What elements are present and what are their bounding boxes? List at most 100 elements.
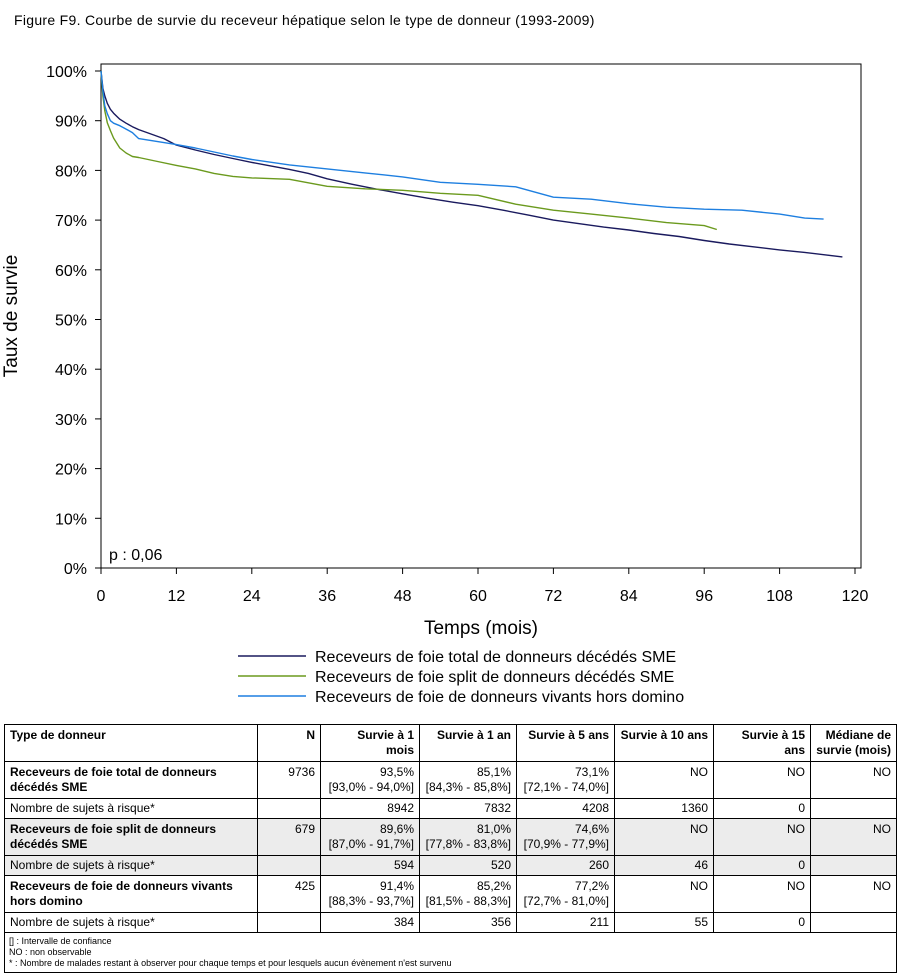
at-risk-1-month: 8942 xyxy=(320,798,420,819)
at-risk-label: Nombre de sujets à risque* xyxy=(4,855,258,876)
empty-cell xyxy=(257,912,321,933)
y-axis: 0% 10% 20% 30% 40% 50% 60% 70% 80% 90% 100% xyxy=(46,64,101,578)
header-1-year: Survie à 1 an xyxy=(419,724,517,762)
y-tick-label: 70% xyxy=(55,213,87,230)
median-survival-cell: NO xyxy=(810,875,897,913)
at-risk-15-years: 0 xyxy=(713,798,811,819)
legend: Receveurs de foie total de donneurs décé… xyxy=(238,649,684,706)
legend-label: Receveurs de foie de donneurs vivants ho… xyxy=(315,689,684,706)
y-tick-label: 50% xyxy=(55,313,87,330)
header-donor-type: Type de donneur xyxy=(4,724,258,762)
median-survival-cell: NO xyxy=(810,761,897,799)
y-tick-label: 90% xyxy=(55,114,87,131)
x-tick-label: 96 xyxy=(695,588,713,605)
header-n: N xyxy=(257,724,321,762)
survival-15-years-cell: NO xyxy=(713,761,811,799)
donor-type-cell: Receveurs de foie total de donneurs décé… xyxy=(4,761,258,799)
survival-15-years-cell: NO xyxy=(713,818,811,856)
x-tick-label: 0 xyxy=(97,588,106,605)
figure-title: Figure F9. Courbe de survie du receveur … xyxy=(14,12,595,28)
legend-label: Receveurs de foie total de donneurs décé… xyxy=(315,649,676,666)
survival-1-year-cell: 85,2% [81,5% - 88,3%] xyxy=(419,875,517,913)
survival-curve-3 xyxy=(100,70,824,220)
x-tick-label: 48 xyxy=(394,588,412,605)
table-row-at-risk: Nombre de sujets à risque* 384 356 211 5… xyxy=(4,912,897,933)
empty-cell xyxy=(257,855,321,876)
note-confidence-interval: [] : Intervalle de confiance xyxy=(9,936,112,946)
header-5-years: Survie à 5 ans xyxy=(516,724,615,762)
survival-10-years-cell: NO xyxy=(614,761,714,799)
at-risk-1-year: 7832 xyxy=(419,798,517,819)
at-risk-10-years: 46 xyxy=(614,855,714,876)
y-tick-label: 60% xyxy=(55,263,87,280)
empty-cell xyxy=(257,798,321,819)
median-survival-cell: NO xyxy=(810,818,897,856)
survival-1-month-cell: 89,6% [87,0% - 91,7%] xyxy=(320,818,420,856)
y-axis-title: Taux de survie xyxy=(1,255,22,378)
plot-frame xyxy=(100,63,862,569)
survival-1-month-cell: 91,4% [88,3% - 93,7%] xyxy=(320,875,420,913)
x-tick-label: 72 xyxy=(545,588,563,605)
survival-curves xyxy=(100,70,843,258)
empty-cell xyxy=(810,798,897,819)
at-risk-10-years: 1360 xyxy=(614,798,714,819)
table-row-at-risk: Nombre de sujets à risque* 8942 7832 420… xyxy=(4,798,897,819)
x-axis-title: Temps (mois) xyxy=(424,618,538,639)
header-median: Médiane de survie (mois) xyxy=(810,724,897,762)
table-notes-row: [] : Intervalle de confiance NO : non ob… xyxy=(4,932,897,973)
n-cell: 425 xyxy=(257,875,321,913)
at-risk-1-year: 356 xyxy=(419,912,517,933)
survival-curve-1 xyxy=(100,70,843,258)
survival-10-years-cell: NO xyxy=(614,875,714,913)
survival-15-years-cell: NO xyxy=(713,875,811,913)
y-tick-label: 80% xyxy=(55,163,87,180)
y-tick-label: 0% xyxy=(64,561,87,578)
header-10-years: Survie à 10 ans xyxy=(614,724,714,762)
survival-curve-2 xyxy=(100,70,718,231)
p-value-annotation: p : 0,06 xyxy=(109,547,162,564)
survival-1-year-cell: 81,0% [77,8% - 83,8%] xyxy=(419,818,517,856)
survival-5-years-cell: 77,2% [72,7% - 81,0%] xyxy=(516,875,615,913)
at-risk-1-month: 594 xyxy=(320,855,420,876)
x-tick-label: 12 xyxy=(168,588,186,605)
at-risk-10-years: 55 xyxy=(614,912,714,933)
n-cell: 9736 xyxy=(257,761,321,799)
table-row-at-risk: Nombre de sujets à risque* 594 520 260 4… xyxy=(4,855,897,876)
at-risk-label: Nombre de sujets à risque* xyxy=(4,912,258,933)
y-tick-label: 10% xyxy=(55,511,87,528)
note-not-observable: NO : non observable xyxy=(9,947,92,957)
at-risk-15-years: 0 xyxy=(713,912,811,933)
x-tick-label: 24 xyxy=(243,588,261,605)
donor-type-cell: Receveurs de foie de donneurs vivants ho… xyxy=(4,875,258,913)
survival-1-month-cell: 93,5% [93,0% - 94,0%] xyxy=(320,761,420,799)
survival-1-year-cell: 85,1% [84,3% - 85,8%] xyxy=(419,761,517,799)
x-axis: 0 12 24 36 48 60 72 84 96 108 120 xyxy=(97,568,868,605)
x-tick-label: 84 xyxy=(620,588,638,605)
at-risk-1-month: 384 xyxy=(320,912,420,933)
x-tick-label: 36 xyxy=(318,588,336,605)
at-risk-5-years: 260 xyxy=(516,855,615,876)
n-cell: 679 xyxy=(257,818,321,856)
survival-10-years-cell: NO xyxy=(614,818,714,856)
y-tick-label: 40% xyxy=(55,362,87,379)
at-risk-15-years: 0 xyxy=(713,855,811,876)
table-row: Receveurs de foie de donneurs vivants ho… xyxy=(4,875,897,913)
note-at-risk-definition: * : Nombre de malades restant à observer… xyxy=(9,958,452,968)
empty-cell xyxy=(810,855,897,876)
at-risk-label: Nombre de sujets à risque* xyxy=(4,798,258,819)
survival-chart: 0% 10% 20% 30% 40% 50% 60% 70% 80% 90% 100% 0 12 24 3… xyxy=(1,63,868,706)
y-tick-label: 20% xyxy=(55,462,87,479)
header-1-month: Survie à 1 mois xyxy=(320,724,420,762)
table-notes: [] : Intervalle de confiance NO : non ob… xyxy=(4,932,897,973)
at-risk-5-years: 211 xyxy=(516,912,615,933)
y-tick-label: 100% xyxy=(46,64,87,81)
table-row: Receveurs de foie total de donneurs décé… xyxy=(4,761,897,799)
x-tick-label: 108 xyxy=(766,588,793,605)
x-tick-label: 60 xyxy=(469,588,487,605)
donor-type-cell: Receveurs de foie split de donneurs décé… xyxy=(4,818,258,856)
survival-5-years-cell: 74,6% [70,9% - 77,9%] xyxy=(516,818,615,856)
empty-cell xyxy=(810,912,897,933)
survival-5-years-cell: 73,1% [72,1% - 74,0%] xyxy=(516,761,615,799)
table-header-row: Type de donneur N Survie à 1 mois Survie… xyxy=(4,724,897,762)
at-risk-5-years: 4208 xyxy=(516,798,615,819)
